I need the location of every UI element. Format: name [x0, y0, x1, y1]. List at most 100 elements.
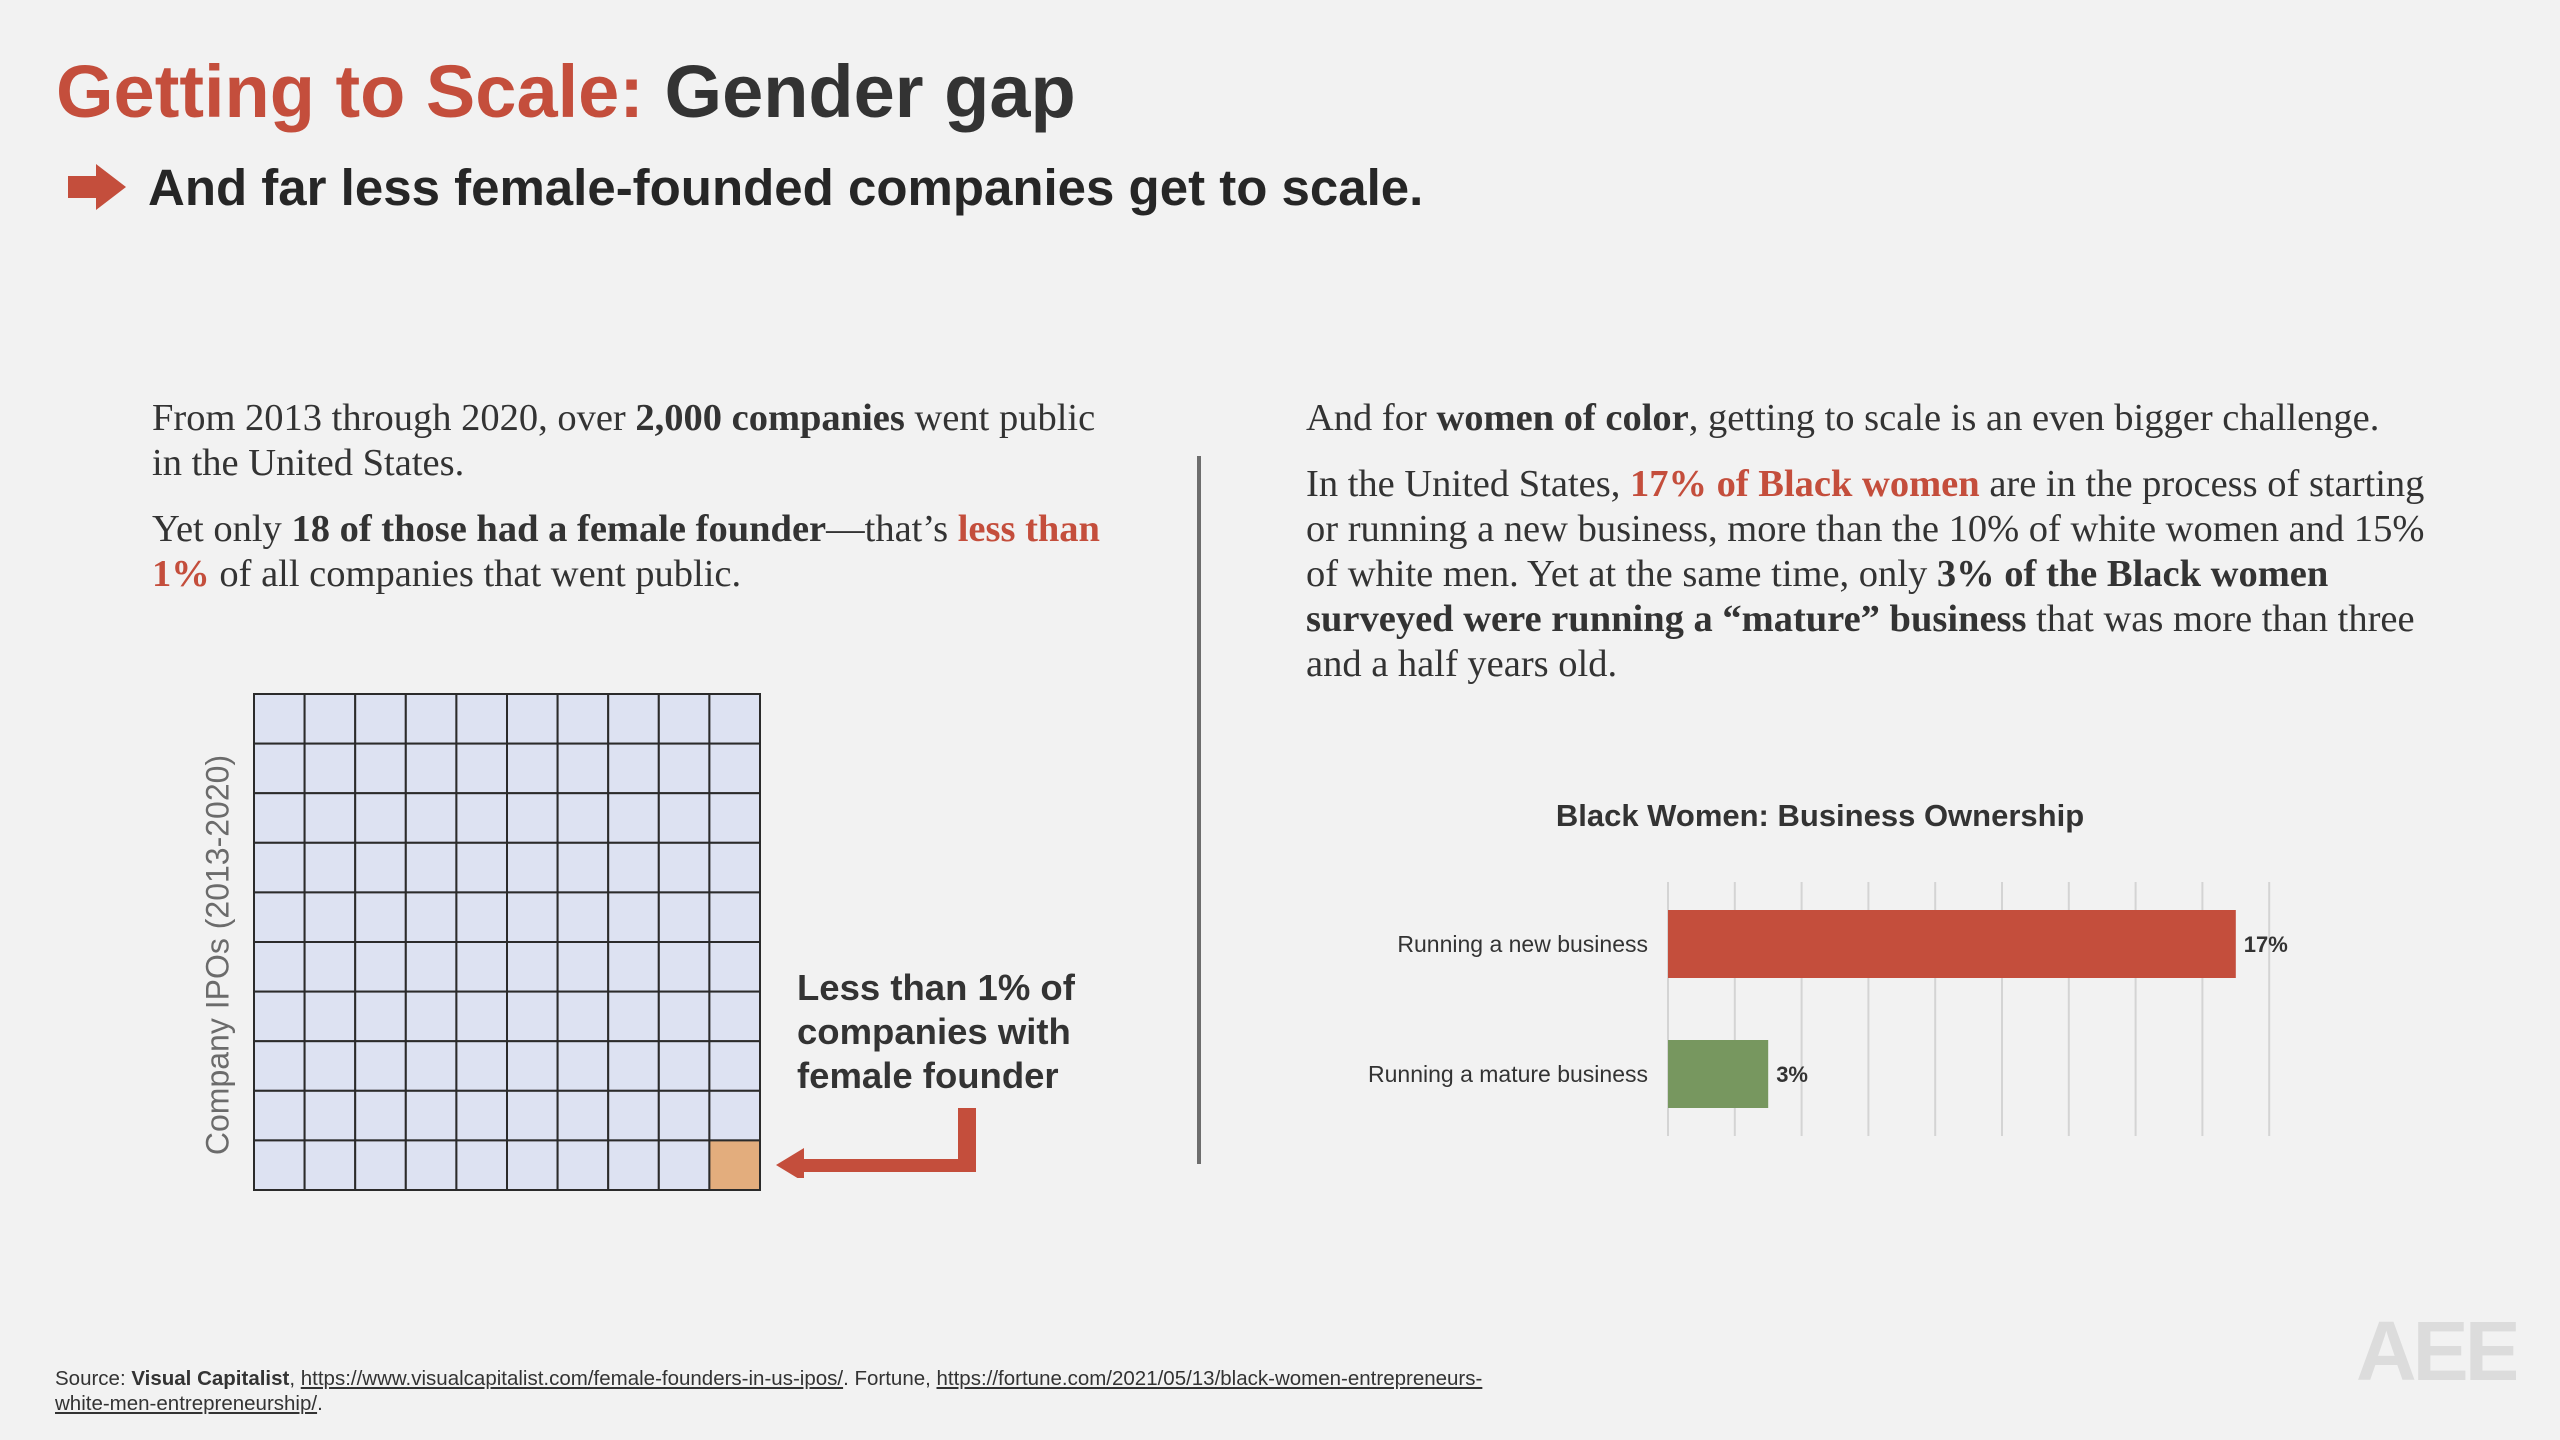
left-paragraph-2: Yet only 18 of those had a female founde… — [152, 508, 1100, 595]
page-title: Getting to Scale: Gender gap — [56, 44, 1076, 140]
chart-title: Black Women: Business Ownership — [1555, 798, 2085, 833]
subtitle: And far less female-founded companies ge… — [148, 158, 1424, 216]
waffle-cell — [556, 742, 610, 795]
waffle-cell — [303, 990, 357, 1043]
waffle-cell — [253, 742, 306, 795]
waffle-cell — [354, 693, 407, 745]
waffle-cell — [708, 792, 761, 844]
waffle-cell-highlighted — [708, 1139, 761, 1191]
waffle-annotation: Less than 1% of companies with female fo… — [797, 967, 1075, 1096]
waffle-cell — [708, 1040, 761, 1092]
waffle-cell — [607, 1089, 660, 1142]
waffle-cell — [404, 693, 458, 745]
waffle-cell — [303, 941, 357, 993]
source-link-1[interactable]: https://www.visualcapitalist.com/female-… — [300, 1367, 844, 1390]
waffle-cell — [607, 841, 660, 894]
arrow-right-icon — [68, 164, 126, 210]
waffle-cell — [253, 1139, 306, 1191]
bar-chart: Running a new business 17% Running a matur… — [1368, 882, 2288, 1136]
waffle-cell — [253, 792, 306, 844]
waffle-cell — [404, 1139, 458, 1191]
waffle-cell — [556, 841, 610, 894]
waffle-chart — [253, 693, 761, 1191]
waffle-cell — [303, 1089, 357, 1142]
waffle-cell — [455, 841, 508, 894]
waffle-cell — [556, 1089, 610, 1142]
waffle-cell — [657, 841, 711, 894]
waffle-cell — [657, 693, 711, 745]
waffle-cell — [404, 1089, 458, 1142]
waffle-cell — [657, 1040, 711, 1092]
aee-logo: AEE — [2356, 1310, 2516, 1390]
title-highlight: Getting to Scale: — [56, 50, 644, 133]
waffle-cell — [506, 990, 559, 1043]
waffle-cell — [607, 1040, 660, 1092]
waffle-cell — [354, 742, 407, 795]
waffle-cell — [455, 792, 508, 844]
waffle-cell — [506, 693, 559, 745]
waffle-cell — [303, 1139, 357, 1191]
waffle-cell — [506, 1139, 559, 1191]
bar-value-label: 17% — [2244, 932, 2288, 957]
waffle-cell — [455, 742, 508, 795]
waffle-cell — [455, 990, 508, 1043]
waffle-cell — [404, 841, 458, 894]
waffle-cell — [354, 1089, 407, 1142]
waffle-cell — [556, 990, 610, 1043]
waffle-cell — [253, 693, 306, 745]
waffle-cell — [607, 990, 660, 1043]
waffle-cell — [657, 792, 711, 844]
source-link-2[interactable]: https://fortune.com/2021/05/13/black-wom… — [55, 1367, 1483, 1415]
waffle-cell — [404, 941, 458, 993]
waffle-cell — [303, 742, 357, 795]
waffle-cell — [303, 891, 357, 943]
waffle-cell — [354, 941, 407, 993]
waffle-cell — [506, 841, 559, 894]
waffle-cell — [506, 792, 559, 844]
waffle-cell — [607, 891, 660, 943]
waffle-cell — [607, 941, 660, 993]
waffle-cell — [556, 1040, 610, 1092]
source-citation: Source: Visual Capitalist, https://www.v… — [55, 1367, 1483, 1415]
waffle-cell — [657, 742, 711, 795]
waffle-cell — [556, 792, 610, 844]
waffle-cell — [253, 1089, 306, 1142]
waffle-cell — [404, 792, 458, 844]
waffle-cell — [253, 941, 306, 993]
waffle-cell — [607, 693, 660, 745]
waffle-cell — [354, 990, 407, 1043]
waffle-cell — [253, 841, 306, 894]
annotation-arrow-icon — [776, 1108, 976, 1178]
waffle-cell — [657, 990, 711, 1043]
left-text-block: From 2013 through 2020, over 2,000 compa… — [152, 396, 1132, 618]
right-paragraph-1: And for women of color, getting to scale… — [1306, 397, 2380, 439]
column-divider — [1197, 456, 1201, 1164]
waffle-cell — [708, 1089, 761, 1142]
left-paragraph-1: From 2013 through 2020, over 2,000 compa… — [152, 397, 1096, 484]
waffle-cell — [253, 891, 306, 943]
right-text-block: And for women of color, getting to scale… — [1306, 396, 2446, 708]
waffle-cell — [455, 1139, 508, 1191]
waffle-cell — [657, 891, 711, 943]
bar-category-label: Running a new business — [1397, 931, 1648, 957]
right-paragraph-2: In the United States, 17% of Black women… — [1306, 463, 2425, 685]
waffle-cell — [708, 891, 761, 943]
waffle-cell — [506, 742, 559, 795]
waffle-cell — [708, 841, 761, 894]
subtitle-row: And far less female-founded companies ge… — [68, 155, 1423, 219]
waffle-cell — [354, 1139, 407, 1191]
waffle-cell — [354, 1040, 407, 1092]
bar — [1668, 1040, 1769, 1108]
title-rest: Gender gap — [664, 50, 1076, 133]
waffle-cell — [303, 841, 357, 894]
waffle-cell — [354, 891, 407, 943]
waffle-cell — [404, 742, 458, 795]
svg-text:AEE: AEE — [2356, 1310, 2516, 1390]
waffle-cell — [657, 941, 711, 993]
waffle-cell — [404, 990, 458, 1043]
waffle-cell — [354, 841, 407, 894]
waffle-cell — [455, 693, 508, 745]
waffle-cell — [556, 1139, 610, 1191]
waffle-cell — [506, 1040, 559, 1092]
waffle-cell — [455, 891, 508, 943]
